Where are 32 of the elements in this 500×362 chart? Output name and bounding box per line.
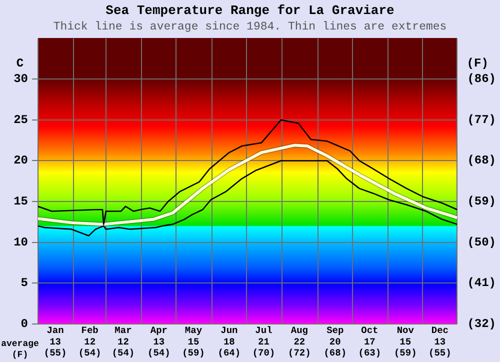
y-tick-label: 10: [14, 235, 28, 250]
x-tick-label: Sep 20 (68): [324, 324, 347, 359]
y-tick-label: 20: [14, 154, 28, 168]
chart-subtitle: Thick line is average since 1984. Thin lines are extremes: [53, 20, 447, 34]
x-tick-label: Oct 17 (63): [358, 324, 382, 359]
y2-axis-title: (F): [466, 56, 488, 70]
x-tick-label: Aug 22 (72): [288, 324, 311, 359]
x-tick-label: Apr 13 (54): [148, 324, 170, 359]
y2-tick-label: (68): [467, 154, 496, 168]
y-axis-title: C: [16, 56, 24, 70]
x-tick-label: Feb 12 (54): [78, 324, 102, 359]
y2-tick-label: (59): [467, 194, 496, 208]
y2-tick-label: (41): [467, 276, 496, 290]
y2-tick-label: (50): [467, 235, 496, 250]
x-tick-label: Jun 18 (64): [218, 324, 241, 359]
y2-tick-label: (77): [467, 112, 496, 127]
y2-tick-label: (32): [467, 316, 496, 331]
text: average: [1, 339, 39, 350]
x-tick-label: Jul 21 (70): [252, 324, 276, 359]
x-tick-label: Nov 15 (59): [394, 324, 417, 359]
y-tick-label: 15: [14, 194, 28, 208]
x-tick-label: Jan 13 (55): [44, 324, 67, 359]
x-tick-label: Mar 12 (54): [112, 324, 135, 359]
chart-title: Sea Temperature Range for La Graviare: [106, 3, 395, 18]
y-tick-label: 0: [20, 316, 28, 331]
x-tick-label: Dec 13 (55): [428, 324, 452, 359]
y2-tick-label: (86): [467, 72, 496, 86]
x-tick-label: May 15 (59): [182, 324, 205, 359]
y-tick-label: 30: [14, 72, 28, 86]
y-tick-label: 25: [14, 112, 28, 127]
text: (F): [12, 350, 28, 360]
y-tick-label: 5: [20, 276, 28, 290]
